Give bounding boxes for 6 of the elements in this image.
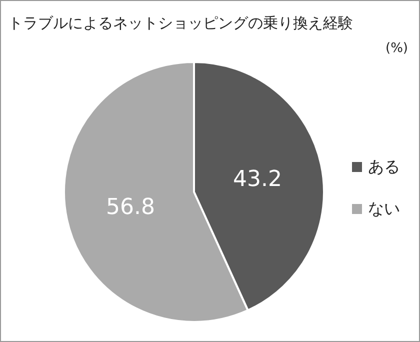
data-label: 43.2 (233, 167, 282, 192)
legend-label: ない (368, 199, 400, 218)
title: トラブルによるネットショッピングの乗り換え経験 (8, 14, 353, 32)
legend-label: ある (368, 157, 400, 176)
annotation: (%) (386, 41, 408, 56)
data-label: 56.8 (106, 194, 155, 220)
